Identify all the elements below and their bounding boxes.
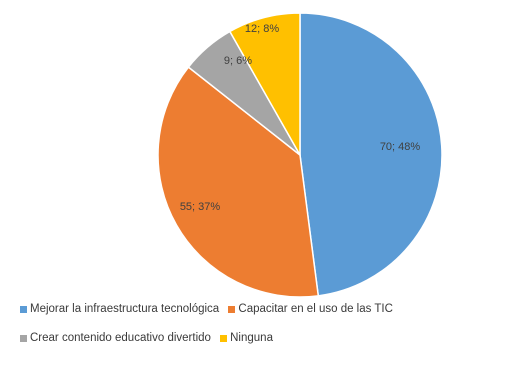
legend-row-1: Mejorar la infraestructura tecnológica C… [20,303,399,316]
legend-swatch-infraestructura [20,305,27,313]
data-label-capacitar: 55; 37% [180,201,221,213]
legend-item-ninguna: Ninguna [220,332,273,344]
data-label-infraestructura: 70; 48% [380,141,421,153]
pie-slice-infraestructura [299,12,443,297]
legend-label-ninguna: Ninguna [230,332,273,344]
legend-item-capacitar: Capacitar en el uso de las TIC [228,303,393,315]
legend-row-2: Crear contenido educativo divertido Ning… [20,332,279,345]
legend-item-contenido: Crear contenido educativo divertido [20,332,211,344]
pie-slice-ninguna [228,12,301,158]
legend-label-infraestructura: Mejorar la infraestructura tecnológica [30,303,220,315]
data-label-contenido: 9; 6% [224,55,252,67]
data-label-ninguna: 12; 8% [245,23,279,35]
legend-swatch-ninguna [220,334,228,342]
pie-slice-capacitar [157,66,320,298]
legend-swatch-capacitar [228,305,236,313]
legend-label-capacitar: Capacitar en el uso de las TIC [238,303,393,315]
legend-item-infraestructura: Mejorar la infraestructura tecnológica [20,303,219,315]
legend-label-contenido: Crear contenido educativo divertido [30,332,211,344]
pie-chart: 70; 48% 55; 37% 9; 6% 12; 8% [157,12,443,298]
legend-swatch-contenido [20,334,27,342]
